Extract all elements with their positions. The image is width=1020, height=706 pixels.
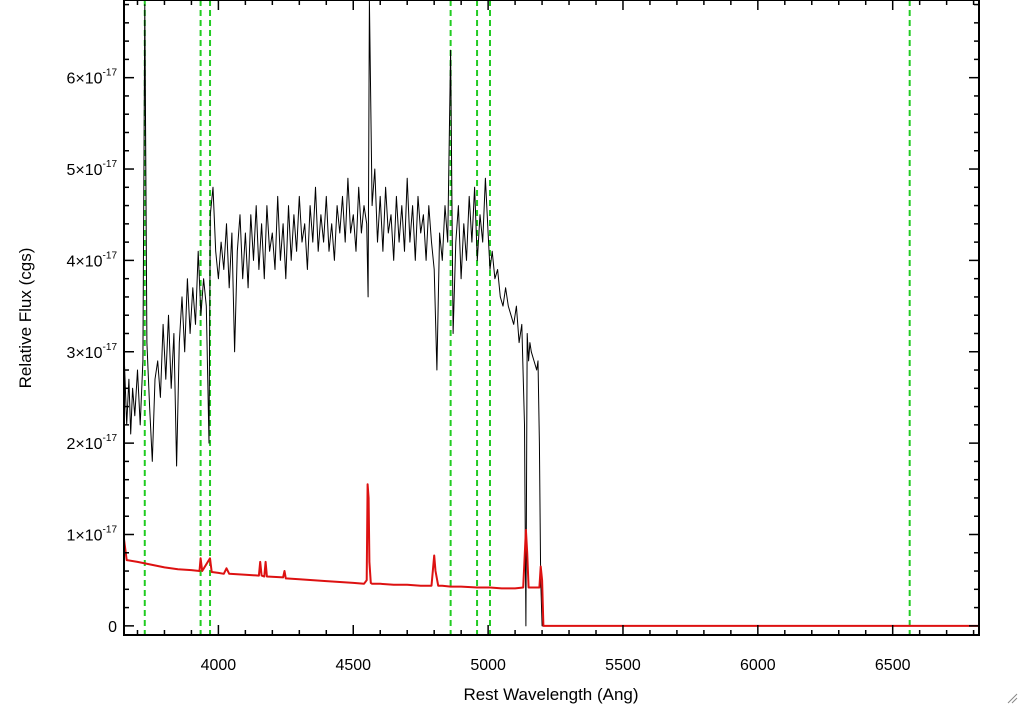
x-axis-label: Rest Wavelength (Ang) xyxy=(463,685,638,704)
y-tick-label: 5×10-17 xyxy=(67,159,118,179)
y-tick-exponent: -17 xyxy=(103,433,118,444)
y-axis-label: Relative Flux (cgs) xyxy=(16,248,35,389)
y-tick-exponent: -17 xyxy=(103,250,118,261)
y-tick-mantissa: 3×10 xyxy=(67,345,103,362)
y-tick-mantissa: 6×10 xyxy=(67,71,103,88)
series-0-line xyxy=(123,0,979,627)
y-tick-mantissa: 1×10 xyxy=(67,527,103,544)
x-axis: 4000 4500 5000 5500 6000 6500 xyxy=(136,0,975,674)
y-tick-exponent: -17 xyxy=(103,68,118,79)
x-tick-label: 4500 xyxy=(335,657,371,674)
y-tick-label: 0 xyxy=(108,619,117,636)
y-tick-mantissa: 0 xyxy=(108,619,117,636)
resize-grip-icon[interactable] xyxy=(1006,692,1018,704)
y-tick-exponent: -17 xyxy=(103,342,118,353)
y-tick-mantissa: 2×10 xyxy=(67,436,103,453)
series-layer xyxy=(123,0,979,627)
x-tick-label: 5500 xyxy=(605,657,641,674)
series-1-line xyxy=(123,483,979,627)
y-tick-label: 1×10-17 xyxy=(67,524,118,544)
y-axis: 01×10-172×10-173×10-174×10-175×10-176×10… xyxy=(67,3,979,636)
x-tick-label: 6500 xyxy=(875,657,911,674)
y-tick-exponent: -17 xyxy=(103,159,118,170)
y-tick-label: 6×10-17 xyxy=(67,68,118,88)
y-tick-mantissa: 4×10 xyxy=(67,253,103,270)
x-tick-label: 4000 xyxy=(201,657,237,674)
y-tick-label: 4×10-17 xyxy=(67,250,118,270)
y-tick-label: 3×10-17 xyxy=(67,342,118,362)
plot-frame xyxy=(123,0,980,636)
x-tick-label: 5000 xyxy=(470,657,506,674)
y-tick-label: 2×10-17 xyxy=(67,433,118,453)
x-tick-label: 6000 xyxy=(740,657,776,674)
y-tick-exponent: -17 xyxy=(103,524,118,535)
y-tick-mantissa: 5×10 xyxy=(67,162,103,179)
